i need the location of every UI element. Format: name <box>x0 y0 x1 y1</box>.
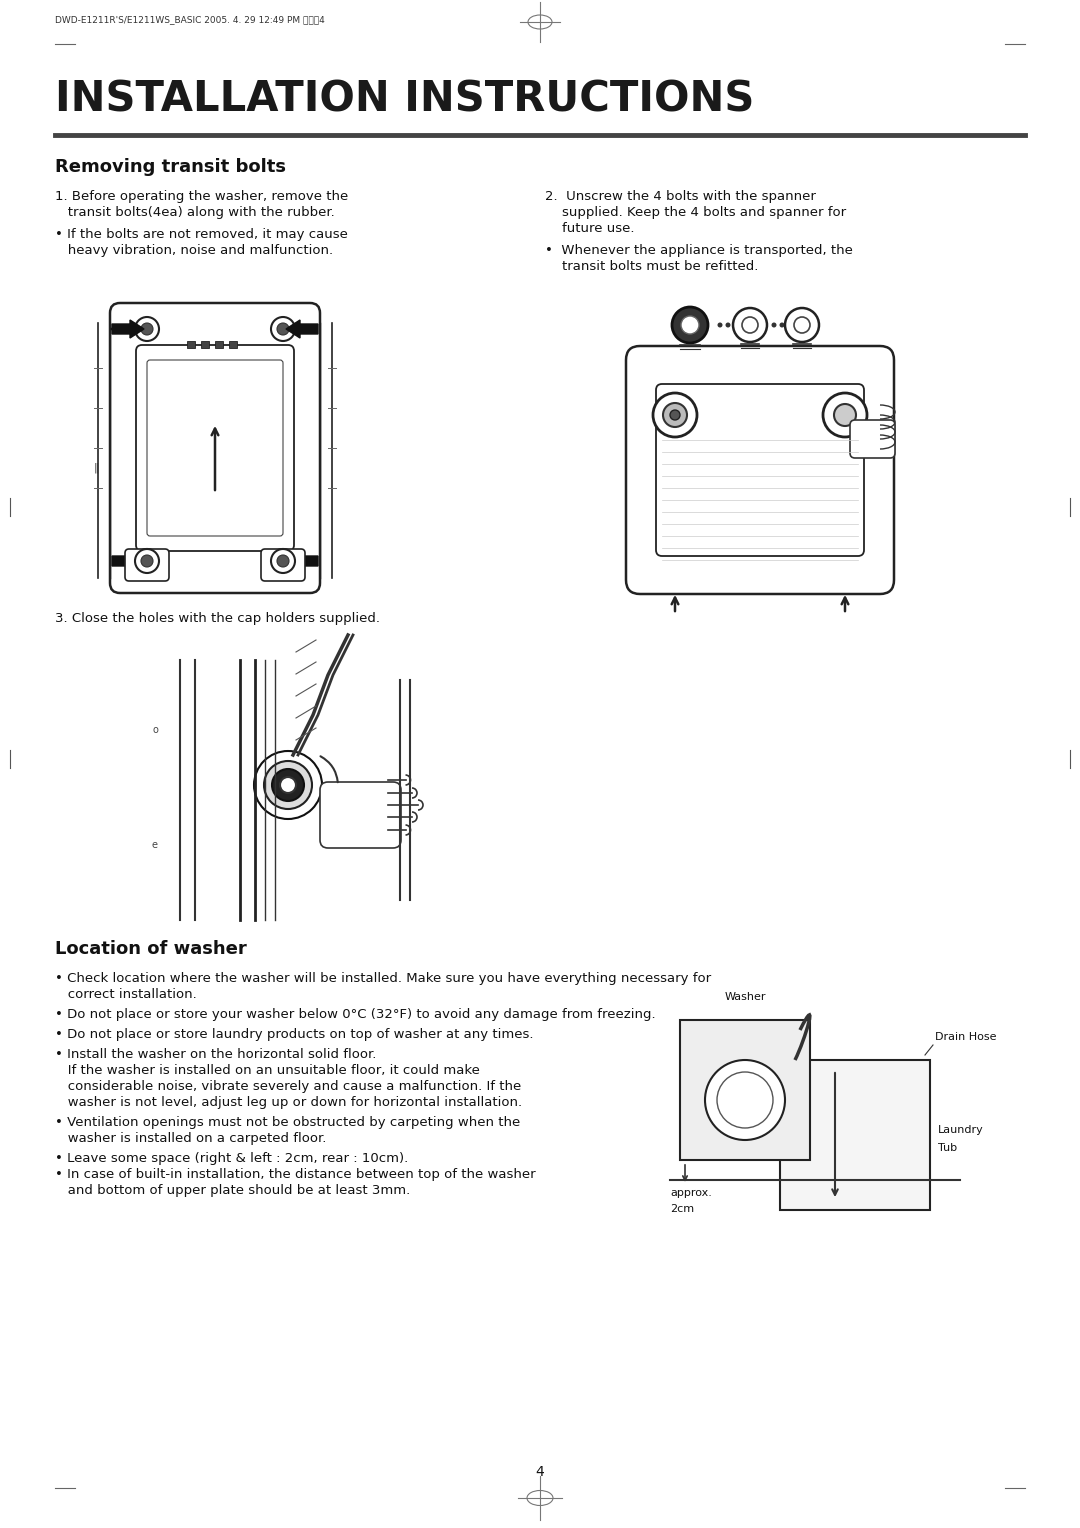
Text: washer is installed on a carpeted floor.: washer is installed on a carpeted floor. <box>55 1132 326 1144</box>
Text: and bottom of upper plate should be at least 3mm.: and bottom of upper plate should be at l… <box>55 1184 410 1196</box>
Bar <box>215 341 222 348</box>
Circle shape <box>280 778 296 793</box>
Circle shape <box>823 393 867 437</box>
Text: • Do not place or store your washer below 0°C (32°F) to avoid any damage from fr: • Do not place or store your washer belo… <box>55 1008 656 1021</box>
Circle shape <box>141 322 153 335</box>
Circle shape <box>264 761 312 808</box>
Circle shape <box>141 555 153 567</box>
Bar <box>187 341 195 348</box>
Text: 2cm: 2cm <box>670 1204 694 1215</box>
Text: transit bolts must be refitted.: transit bolts must be refitted. <box>545 260 758 274</box>
FancyBboxPatch shape <box>320 782 401 848</box>
Circle shape <box>276 555 289 567</box>
Text: • Leave some space (right & left : 2cm, rear : 10cm).: • Leave some space (right & left : 2cm, … <box>55 1152 408 1164</box>
Text: Drain Hose: Drain Hose <box>935 1031 997 1042</box>
FancyBboxPatch shape <box>261 549 305 581</box>
Text: Tub: Tub <box>939 1143 957 1154</box>
Circle shape <box>271 549 295 573</box>
Text: 1. Before operating the washer, remove the: 1. Before operating the washer, remove t… <box>55 189 348 203</box>
FancyBboxPatch shape <box>125 549 168 581</box>
FancyArrowPatch shape <box>321 756 338 782</box>
Circle shape <box>272 769 303 801</box>
FancyBboxPatch shape <box>850 420 895 458</box>
Circle shape <box>717 322 723 327</box>
FancyArrow shape <box>286 319 318 338</box>
Circle shape <box>726 322 730 327</box>
Text: considerable noise, vibrate severely and cause a malfunction. If the: considerable noise, vibrate severely and… <box>55 1080 522 1093</box>
Circle shape <box>141 555 153 567</box>
Text: future use.: future use. <box>545 222 635 235</box>
Text: ‖: ‖ <box>93 463 98 474</box>
Text: • Install the washer on the horizontal solid floor.: • Install the washer on the horizontal s… <box>55 1048 376 1060</box>
Bar <box>780 1060 930 1210</box>
Circle shape <box>771 322 777 327</box>
Circle shape <box>681 316 699 335</box>
Circle shape <box>670 410 680 420</box>
Text: transit bolts(4ea) along with the rubber.: transit bolts(4ea) along with the rubber… <box>55 206 335 219</box>
Circle shape <box>254 750 322 819</box>
Circle shape <box>135 549 159 573</box>
Circle shape <box>672 307 708 342</box>
FancyArrow shape <box>286 552 318 570</box>
FancyArrow shape <box>112 319 144 338</box>
Circle shape <box>135 549 159 573</box>
Text: • Check location where the washer will be installed. Make sure you have everythi: • Check location where the washer will b… <box>55 972 711 986</box>
Text: Location of washer: Location of washer <box>55 940 246 958</box>
Text: DWD-E1211R'S/E1211WS_BASIC 2005. 4. 29 12:49 PM 페이지4: DWD-E1211R'S/E1211WS_BASIC 2005. 4. 29 1… <box>55 15 325 24</box>
Text: • If the bolts are not removed, it may cause: • If the bolts are not removed, it may c… <box>55 228 348 241</box>
Circle shape <box>271 549 295 573</box>
Text: washer is not level, adjust leg up or down for horizontal installation.: washer is not level, adjust leg up or do… <box>55 1096 522 1109</box>
Circle shape <box>653 393 697 437</box>
Text: INSTALLATION INSTRUCTIONS: INSTALLATION INSTRUCTIONS <box>55 78 754 121</box>
Text: 2.  Unscrew the 4 bolts with the spanner: 2. Unscrew the 4 bolts with the spanner <box>545 189 815 203</box>
FancyArrow shape <box>112 552 144 570</box>
Bar <box>229 341 237 348</box>
Circle shape <box>135 316 159 341</box>
Text: o: o <box>152 724 158 735</box>
Text: heavy vibration, noise and malfunction.: heavy vibration, noise and malfunction. <box>55 244 333 257</box>
Bar <box>201 341 210 348</box>
Text: 4: 4 <box>536 1465 544 1479</box>
Text: If the washer is installed on an unsuitable floor, it could make: If the washer is installed on an unsuita… <box>55 1063 480 1077</box>
Circle shape <box>663 403 687 426</box>
Circle shape <box>785 309 819 342</box>
Text: Laundry: Laundry <box>939 1125 984 1135</box>
Circle shape <box>733 309 767 342</box>
Text: •  Whenever the appliance is transported, the: • Whenever the appliance is transported,… <box>545 244 853 257</box>
Circle shape <box>780 322 784 327</box>
Circle shape <box>271 316 295 341</box>
Bar <box>680 1021 810 1160</box>
Text: e: e <box>152 840 158 850</box>
Text: • Do not place or store laundry products on top of washer at any times.: • Do not place or store laundry products… <box>55 1028 534 1041</box>
Text: Washer: Washer <box>725 992 766 1002</box>
Text: • In case of built-in installation, the distance between top of the washer: • In case of built-in installation, the … <box>55 1167 536 1181</box>
Text: supplied. Keep the 4 bolts and spanner for: supplied. Keep the 4 bolts and spanner f… <box>545 206 846 219</box>
Circle shape <box>276 555 289 567</box>
Text: approx.: approx. <box>670 1187 712 1198</box>
Circle shape <box>705 1060 785 1140</box>
Text: 3. Close the holes with the cap holders supplied.: 3. Close the holes with the cap holders … <box>55 613 380 625</box>
Circle shape <box>834 403 856 426</box>
Text: Removing transit bolts: Removing transit bolts <box>55 157 286 176</box>
Text: correct installation.: correct installation. <box>55 989 197 1001</box>
Text: • Ventilation openings must not be obstructed by carpeting when the: • Ventilation openings must not be obstr… <box>55 1115 521 1129</box>
Circle shape <box>276 322 289 335</box>
